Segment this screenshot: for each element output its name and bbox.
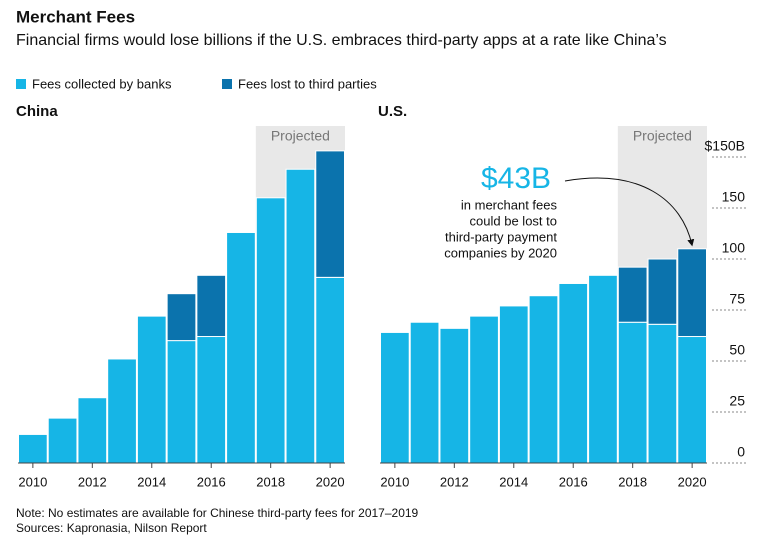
x-tick-label: 2010 [18, 474, 47, 489]
bar-segment [77, 397, 108, 464]
y-tick-label: $150B [705, 138, 745, 154]
x-tick-label: 2020 [678, 474, 707, 489]
x-tick-label: 2012 [78, 474, 107, 489]
x-tick-label: 2012 [440, 474, 469, 489]
legend-label: Fees collected by banks [32, 76, 172, 91]
annotation-line: in merchant fees [461, 197, 558, 212]
bar-segment [380, 331, 410, 464]
bar-segment [617, 266, 648, 323]
bar-segment [255, 197, 286, 464]
y-tick-label: 150 [722, 189, 746, 205]
bar-segment [558, 282, 589, 464]
bar-segment [647, 323, 678, 464]
x-tick-label: 2014 [137, 474, 166, 489]
x-tick-label: 2016 [197, 474, 226, 489]
bar-segment [196, 274, 227, 338]
legend-label: Fees lost to third parties [238, 76, 377, 91]
legend-swatch [16, 79, 26, 89]
bar-segment [315, 276, 346, 464]
bar-segment [166, 340, 197, 464]
bar-segment [677, 336, 707, 464]
annotation-arrow [564, 177, 695, 247]
note: Note: No estimates are available for Chi… [16, 506, 419, 520]
x-tick-label: 2020 [316, 474, 345, 489]
x-tick-label: 2014 [499, 474, 528, 489]
bar-segment [528, 295, 559, 464]
y-tick-label: 50 [729, 342, 745, 358]
bar-segment [409, 321, 440, 464]
bar-segment [498, 305, 529, 464]
bar-segment [617, 321, 648, 464]
projected-label: Projected [633, 128, 692, 144]
x-tick-label: 2018 [256, 474, 285, 489]
x-tick-label: 2010 [380, 474, 409, 489]
legend-swatch [222, 79, 232, 89]
bar-segment [107, 358, 137, 464]
bar-segment [226, 231, 256, 464]
bar-segment [588, 274, 618, 464]
x-tick-label: 2016 [559, 474, 588, 489]
bar-segment [677, 248, 707, 338]
bar-segment [285, 168, 316, 464]
panel-title: U.S. [378, 103, 407, 120]
y-tick-label: 0 [737, 444, 745, 460]
bar-segment [47, 417, 78, 464]
chart-title: Merchant Fees [16, 7, 135, 26]
chart-subtitle: Financial firms would lose billions if t… [16, 32, 667, 49]
panel-title: China [16, 103, 58, 120]
bar-segment [18, 433, 48, 464]
annotation-line: third-party payment [445, 229, 557, 244]
bar-segment [469, 315, 499, 464]
y-tick-label: 25 [729, 393, 745, 409]
sources: Sources: Kapronasia, Nilson Report [16, 521, 207, 535]
bar-segment [315, 150, 346, 278]
bar-segment [166, 293, 197, 342]
projected-label: Projected [271, 128, 330, 144]
annotation-value: $43B [481, 162, 551, 195]
x-tick-label: 2018 [618, 474, 647, 489]
annotation-line: companies by 2020 [444, 245, 557, 260]
y-tick-label: 75 [729, 291, 745, 307]
bar-segment [439, 327, 470, 464]
annotation-line: could be lost to [470, 213, 557, 228]
bar-segment [136, 315, 167, 464]
bar-segment [647, 258, 678, 325]
y-tick-label: 100 [722, 240, 746, 256]
bar-segment [196, 336, 227, 464]
